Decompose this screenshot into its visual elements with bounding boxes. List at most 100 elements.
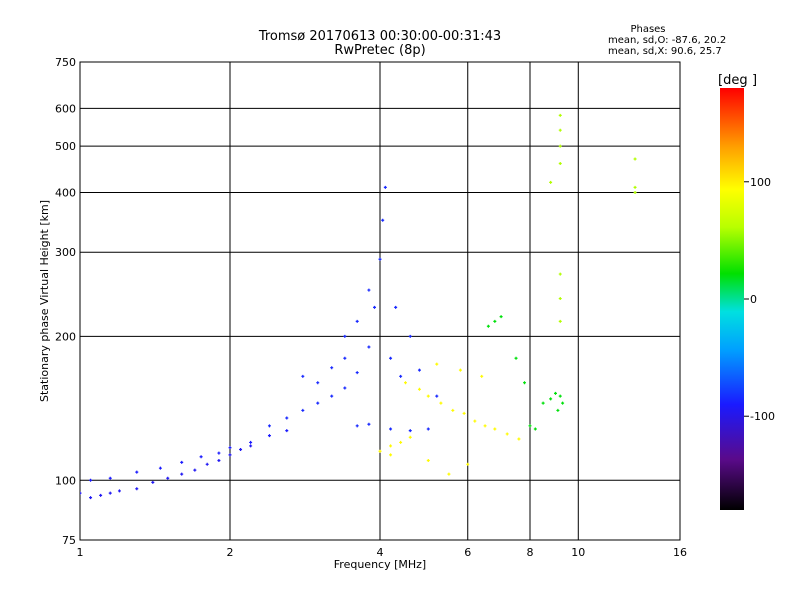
data-point	[451, 408, 455, 412]
data-point	[228, 446, 232, 450]
colorbar-tick-label: 100	[750, 176, 771, 189]
x-tick-label: 4	[377, 546, 384, 559]
y-tick-label: 75	[62, 534, 76, 547]
data-point	[99, 493, 103, 497]
data-point	[633, 157, 637, 161]
data-point	[267, 434, 271, 438]
data-point	[556, 408, 560, 412]
data-point	[355, 319, 359, 323]
x-tick-label: 16	[673, 546, 687, 559]
data-point	[439, 401, 443, 405]
data-point	[523, 381, 527, 385]
data-point	[408, 435, 412, 439]
data-point	[558, 128, 562, 132]
data-point	[389, 444, 393, 448]
data-point	[517, 437, 521, 441]
y-tick-label: 400	[55, 186, 76, 199]
data-point	[558, 319, 562, 323]
data-point	[158, 466, 162, 470]
data-point	[514, 356, 518, 360]
colorbar-label: [deg	[718, 73, 748, 88]
data-point	[417, 368, 421, 372]
data-point	[267, 424, 271, 428]
y-tick-label: 750	[55, 56, 76, 69]
x-tick-label: 10	[571, 546, 585, 559]
data-point	[205, 462, 209, 466]
data-point	[180, 460, 184, 464]
data-point	[633, 185, 637, 189]
data-point	[135, 487, 139, 491]
data-point	[249, 440, 253, 444]
data-point	[633, 190, 637, 194]
legend-title: Phases	[630, 24, 665, 35]
data-point	[493, 319, 497, 323]
data-point	[399, 440, 403, 444]
data-point	[301, 408, 305, 412]
data-point	[355, 371, 359, 375]
colorbar	[720, 88, 744, 510]
data-point	[417, 387, 421, 391]
chart-subtitle: RwPretec (8p)	[334, 43, 425, 58]
x-axis-label: Frequency [MHz]	[334, 558, 426, 571]
data-point	[558, 394, 562, 398]
data-point	[180, 472, 184, 476]
data-point	[426, 394, 430, 398]
data-point	[217, 458, 221, 462]
data-point	[533, 427, 537, 431]
data-point	[462, 411, 466, 415]
data-point	[378, 449, 382, 453]
data-point	[458, 368, 462, 372]
data-point	[193, 468, 197, 472]
colorbar-tick-label: 0	[750, 293, 757, 306]
data-point	[466, 462, 470, 466]
data-point	[80, 491, 82, 495]
x-tick-label: 6	[464, 546, 471, 559]
data-point	[108, 476, 112, 480]
data-point	[367, 345, 371, 349]
data-point	[447, 472, 451, 476]
data-point	[483, 424, 487, 428]
data-point	[435, 394, 439, 398]
data-point	[541, 401, 545, 405]
grid-lines	[80, 62, 680, 540]
data-point	[389, 356, 393, 360]
data-point	[505, 432, 509, 436]
x-tick-label: 2	[227, 546, 234, 559]
data-point	[228, 453, 232, 457]
x-tick-label: 8	[527, 546, 534, 559]
data-point	[389, 453, 393, 457]
data-point	[373, 305, 377, 309]
data-point	[89, 478, 93, 482]
data-point	[561, 401, 565, 405]
colorbar-label-bracket: ]	[752, 73, 757, 88]
data-point	[558, 272, 562, 276]
colorbar-ticks: 100 0 -100	[744, 176, 775, 423]
colorbar-tick-label: -100	[750, 410, 775, 423]
data-point	[343, 334, 347, 338]
data-point	[558, 113, 562, 117]
data-point	[378, 257, 382, 261]
data-point	[343, 386, 347, 390]
data-point	[108, 491, 112, 495]
x-tick-label: 1	[77, 546, 84, 559]
data-point	[403, 381, 407, 385]
data-point	[217, 451, 221, 455]
data-point	[473, 419, 477, 423]
data-point	[355, 424, 359, 428]
y-tick-label: 500	[55, 140, 76, 153]
data-point	[285, 429, 289, 433]
data-point	[330, 366, 334, 370]
data-point	[89, 496, 93, 500]
data-point	[408, 429, 412, 433]
y-tick-label: 600	[55, 102, 76, 115]
data-point	[367, 288, 371, 292]
data-point	[249, 444, 253, 448]
data-point	[199, 455, 203, 459]
legend-x-mode: mean, sd,X: 90.6, 25.7	[608, 46, 722, 57]
data-point	[301, 374, 305, 378]
chart-title: Tromsø 20170613 00:30:00-00:31:43	[258, 29, 501, 44]
data-point	[558, 161, 562, 165]
data-point	[399, 374, 403, 378]
data-point	[151, 480, 155, 484]
